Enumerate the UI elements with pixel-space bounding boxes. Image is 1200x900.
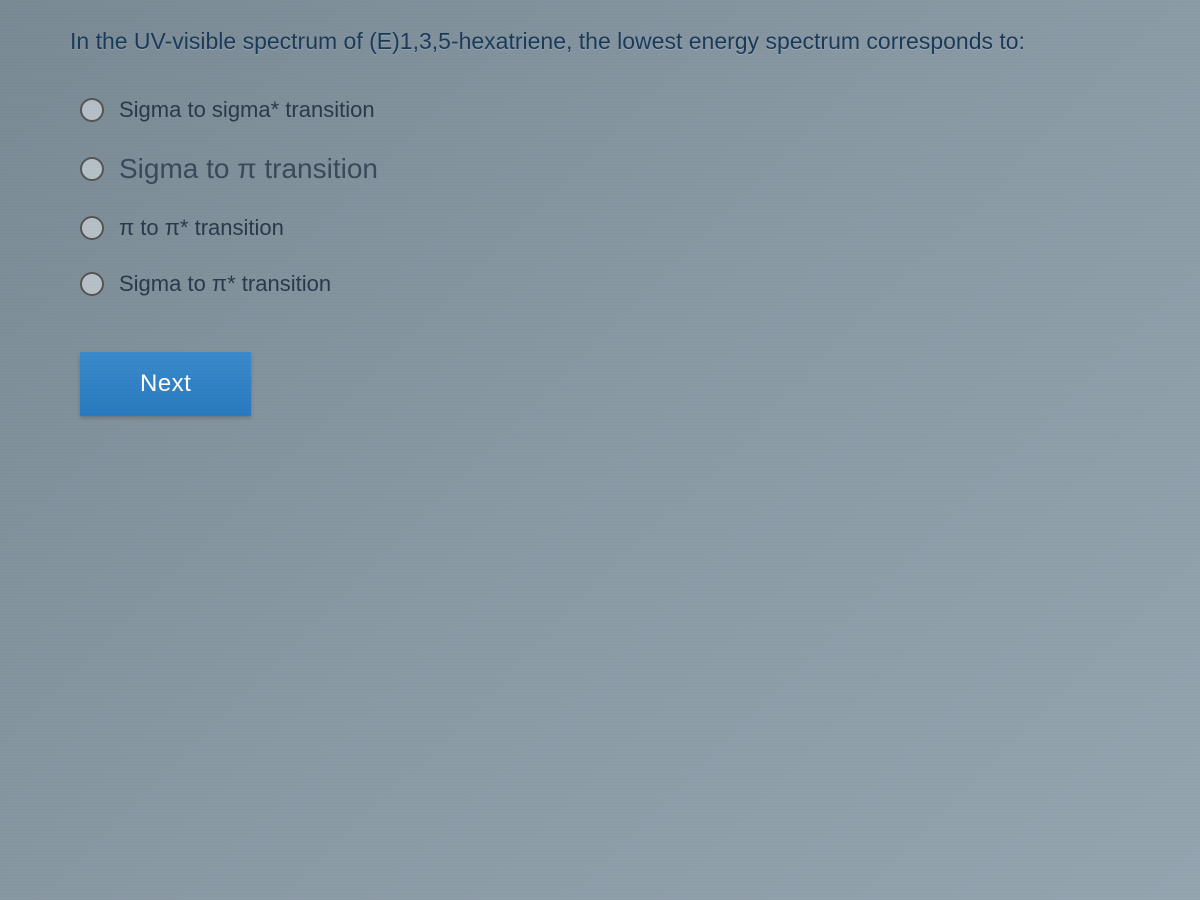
option-label: Sigma to π transition	[119, 153, 378, 185]
option-label: Sigma to π* transition	[119, 271, 331, 297]
question-text: In the UV-visible spectrum of (E)1,3,5-h…	[70, 25, 1130, 57]
option-2[interactable]: Sigma to π transition	[80, 153, 1130, 185]
option-1[interactable]: Sigma to sigma* transition	[80, 97, 1130, 123]
option-label: Sigma to sigma* transition	[119, 97, 375, 123]
option-4[interactable]: Sigma to π* transition	[80, 271, 1130, 297]
options-container: Sigma to sigma* transition Sigma to π tr…	[80, 97, 1130, 297]
option-label: π to π* transition	[119, 215, 284, 241]
option-3[interactable]: π to π* transition	[80, 215, 1130, 241]
next-button[interactable]: Next	[80, 352, 251, 416]
radio-icon[interactable]	[80, 216, 104, 240]
radio-icon[interactable]	[80, 157, 104, 181]
radio-icon[interactable]	[80, 272, 104, 296]
radio-icon[interactable]	[80, 98, 104, 122]
